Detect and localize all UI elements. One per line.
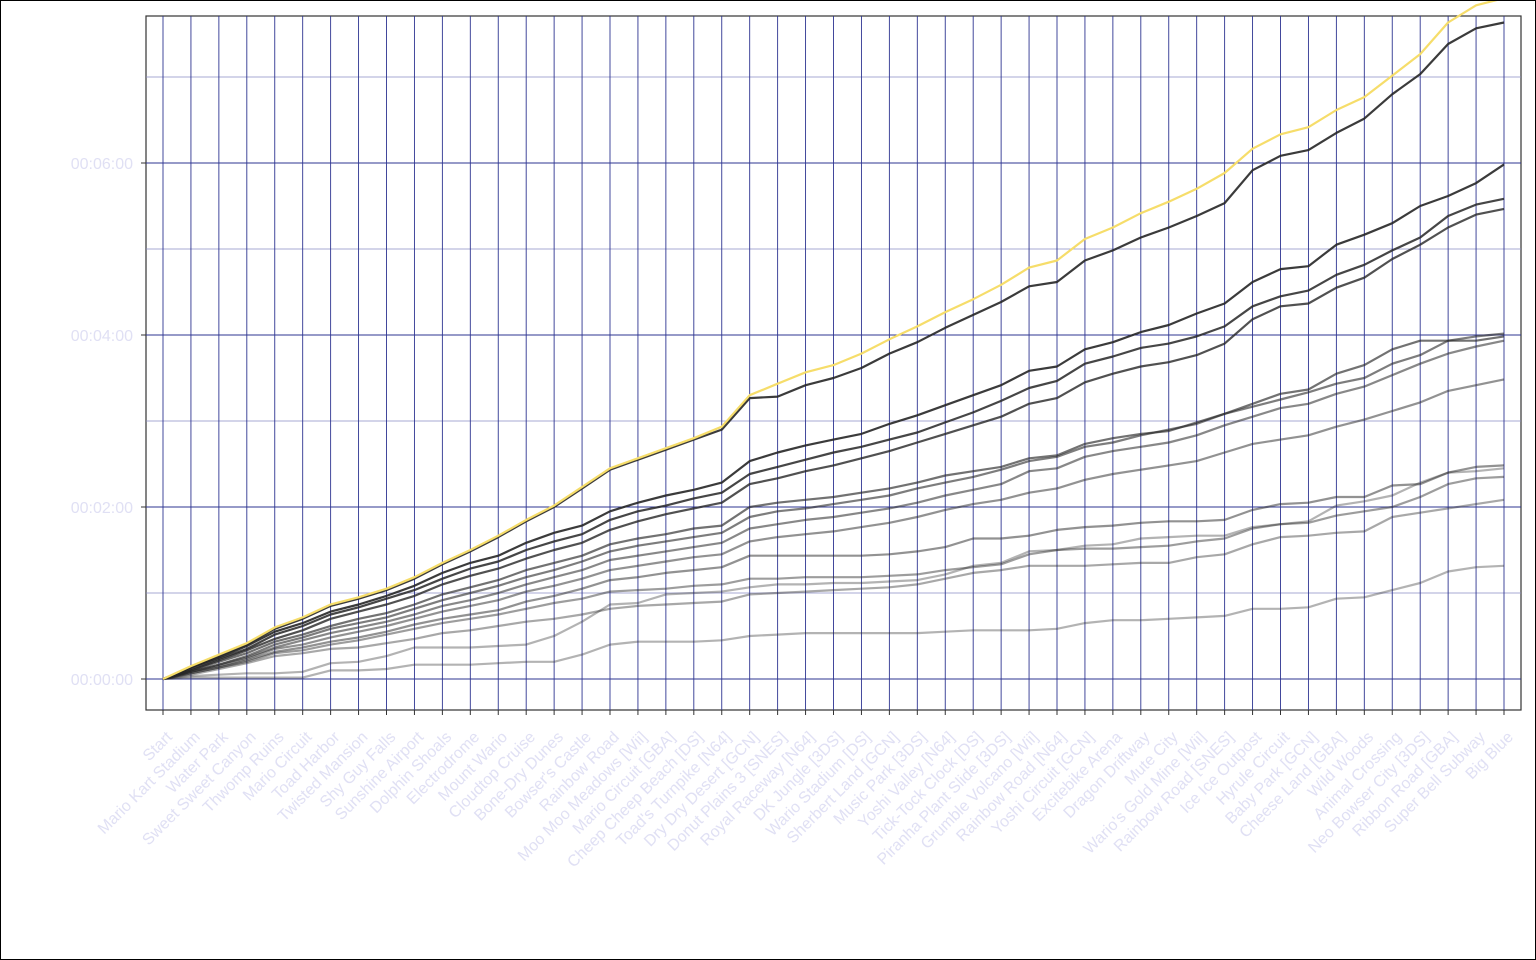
y-tick-label: 00:06:00 bbox=[71, 156, 133, 173]
series-line-10 bbox=[162, 464, 1505, 681]
series-line-4 bbox=[162, 197, 1505, 681]
series-line-9 bbox=[162, 378, 1505, 681]
y-tick-label: 00:02:00 bbox=[71, 500, 133, 517]
major-gridlines bbox=[146, 16, 1521, 710]
series-line-11 bbox=[162, 475, 1505, 681]
series-line-5 bbox=[162, 207, 1505, 681]
series-line-13 bbox=[162, 467, 1505, 681]
series-line-8 bbox=[162, 339, 1505, 681]
series-line-12 bbox=[162, 498, 1505, 681]
y-tick-label: 00:04:00 bbox=[71, 328, 133, 345]
series-lines bbox=[162, 1, 1505, 681]
series-line-2 bbox=[162, 21, 1505, 681]
series-line-14 bbox=[162, 564, 1505, 681]
y-tick-label: 00:00:00 bbox=[71, 672, 133, 689]
series-line-6 bbox=[162, 335, 1505, 681]
series-line-1 bbox=[162, 1, 1498, 680]
y-axis: 00:00:00 00:02:00 00:04:00 00:06:00 bbox=[71, 156, 146, 689]
series-line-3 bbox=[162, 163, 1505, 681]
series-line-7 bbox=[162, 332, 1505, 681]
